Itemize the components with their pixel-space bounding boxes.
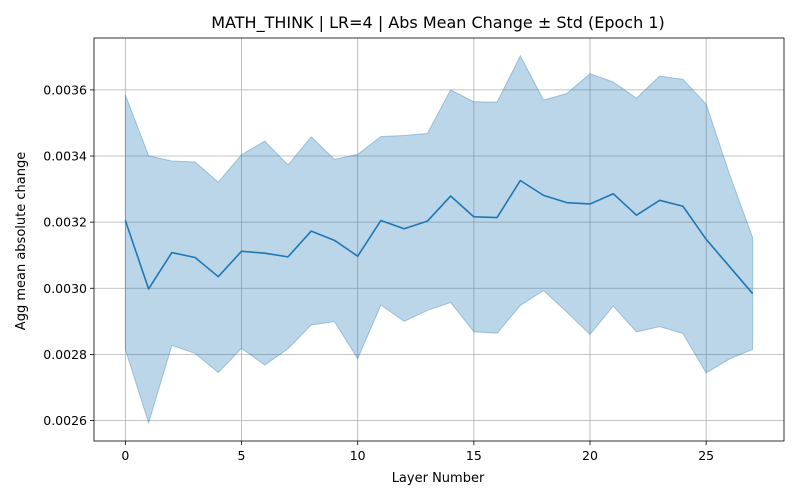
x-tick-label: 10 xyxy=(350,448,366,463)
y-tick-label: 0.0032 xyxy=(43,215,87,230)
y-tick-label: 0.0036 xyxy=(43,82,87,97)
y-tick-label: 0.0028 xyxy=(43,347,87,362)
y-axis-label: Agg mean absolute change xyxy=(14,152,29,330)
std-band-layer xyxy=(124,54,754,425)
mean-line-layer xyxy=(124,179,754,295)
plot-area-frame xyxy=(93,37,785,442)
chart-title: MATH_THINK | LR=4 | Abs Mean Change ± St… xyxy=(211,13,665,33)
y-tick-label: 0.0034 xyxy=(43,149,87,164)
axis-ticks: 0 5 10 15 20 25 0.0026 0.0028 0.0030 0.0032 0.0034… xyxy=(43,82,714,463)
x-tick-label: 25 xyxy=(698,448,714,463)
y-tick-label: 0.0026 xyxy=(43,413,87,428)
mean-line xyxy=(124,179,754,295)
std-band xyxy=(124,54,754,425)
x-tick-label: 5 xyxy=(238,448,246,463)
x-tick-label: 0 xyxy=(121,448,129,463)
y-tick-label: 0.0030 xyxy=(43,281,87,296)
x-axis-label: Layer Number xyxy=(392,471,485,486)
x-tick-label: 20 xyxy=(582,448,598,463)
x-tick-label: 15 xyxy=(466,448,482,463)
